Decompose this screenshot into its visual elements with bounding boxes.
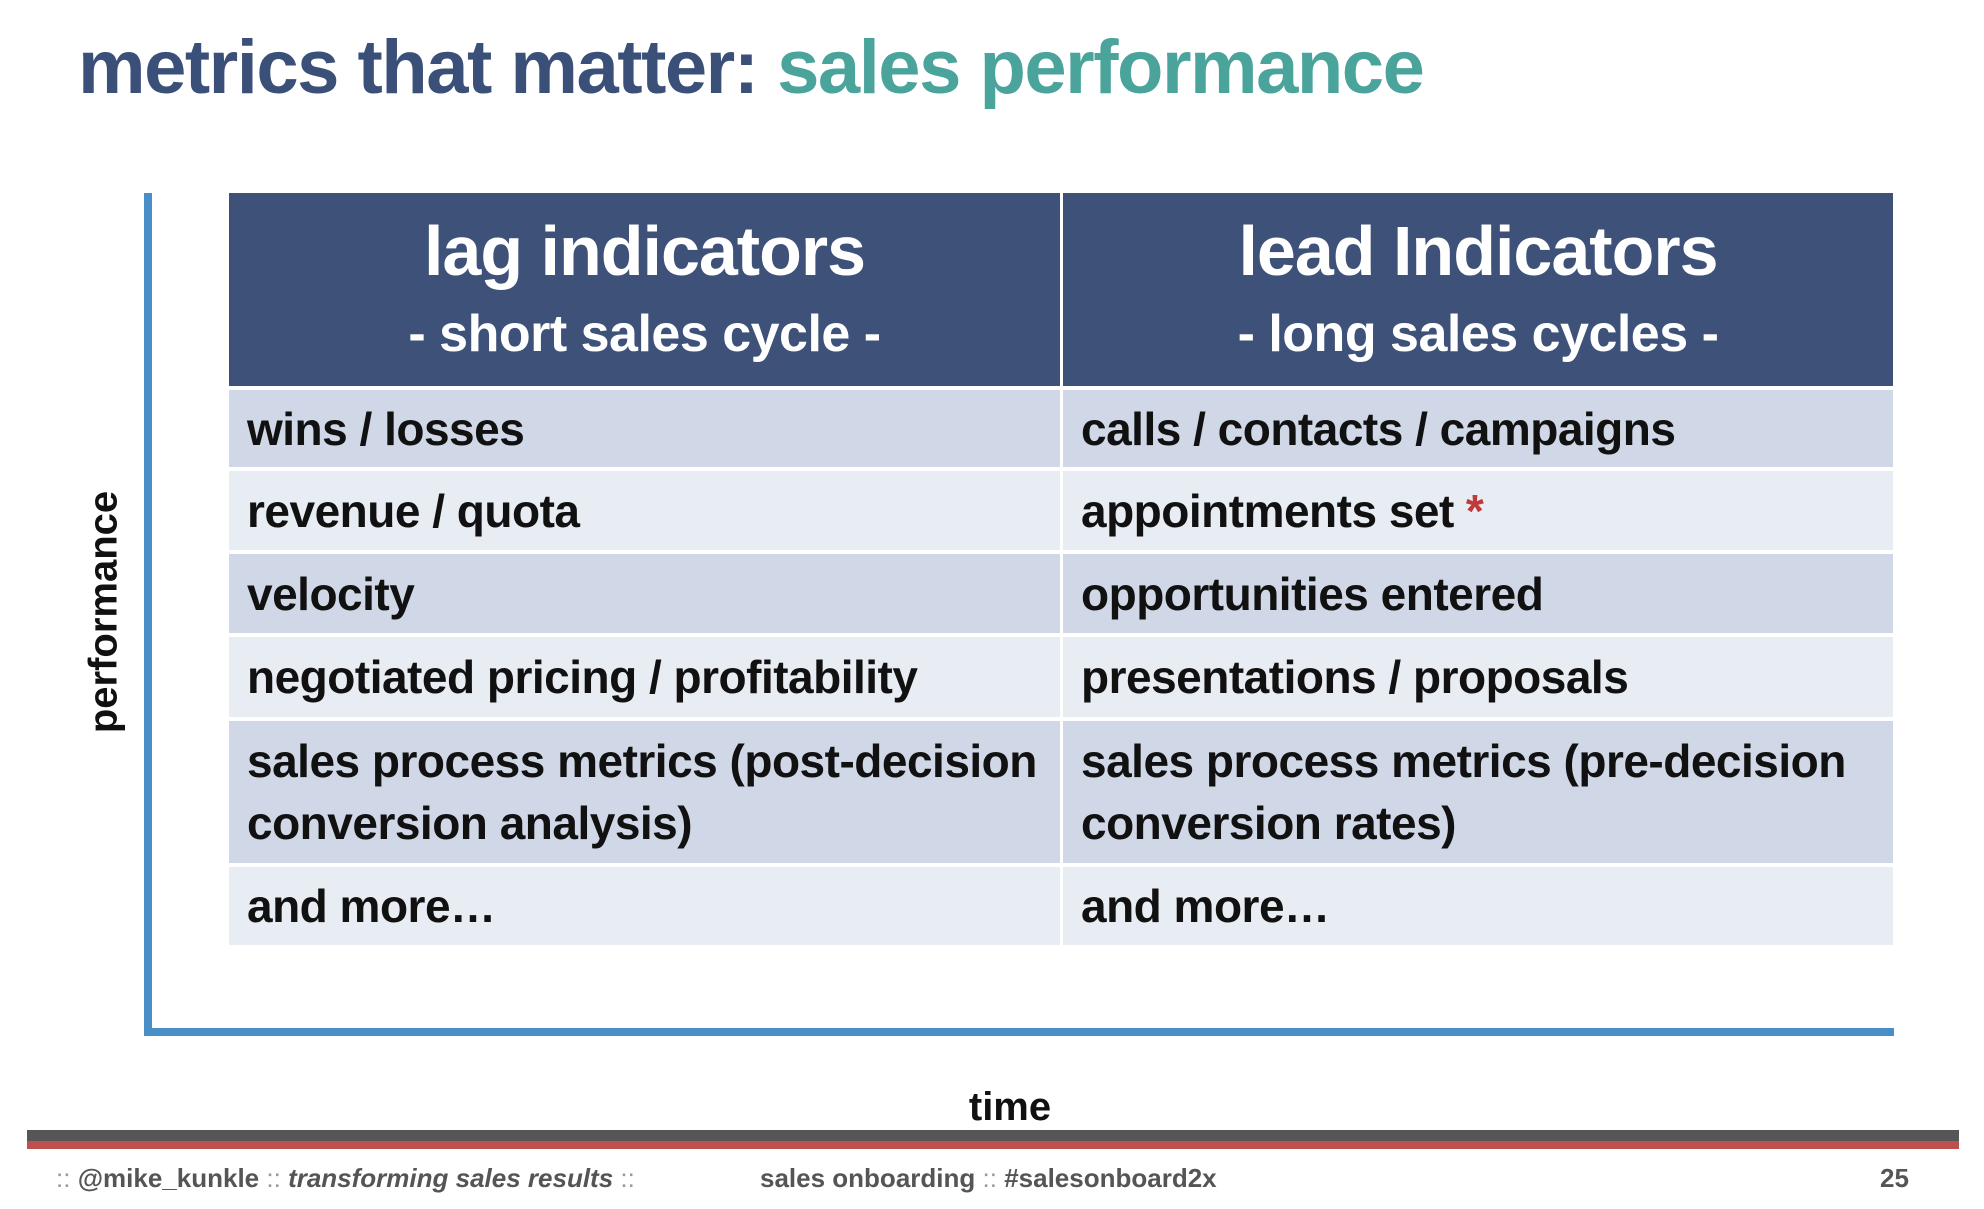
footer-divider-dark <box>27 1130 1959 1141</box>
cell-lead: sales process metrics (pre-decision conv… <box>1063 721 1893 863</box>
y-axis-label: performance <box>81 490 126 734</box>
cell-lag: and more… <box>229 867 1060 945</box>
header-subtitle: - short sales cycle - <box>408 304 881 363</box>
table-row: negotiated pricing / profitability prese… <box>229 637 1893 717</box>
footer-divider-red <box>27 1141 1959 1149</box>
header-title: lag indicators <box>423 211 866 290</box>
x-axis-label: time <box>968 1085 1052 1129</box>
footer-topic: sales onboarding <box>760 1163 976 1193</box>
table-row: revenue / quota appointments set * <box>229 471 1893 550</box>
cell-lead: and more… <box>1063 867 1893 945</box>
cell-lag: wins / losses <box>229 390 1060 467</box>
table-row: wins / losses calls / contacts / campaig… <box>229 390 1893 467</box>
title-accent: sales performance <box>777 25 1425 110</box>
footer-separator: :: <box>620 1163 635 1193</box>
cell-lead: presentations / proposals <box>1063 637 1893 717</box>
footer-left: :: @mike_kunkle :: transforming sales re… <box>56 1163 635 1194</box>
asterisk-icon: * <box>1465 484 1484 537</box>
table-row: sales process metrics (post-decision con… <box>229 721 1893 863</box>
header-lag: lag indicators - short sales cycle - <box>229 193 1060 386</box>
cell-lag: sales process metrics (post-decision con… <box>229 721 1060 863</box>
table-header: lag indicators - short sales cycle - lea… <box>229 193 1893 386</box>
footer-handle: @mike_kunkle <box>77 1163 260 1193</box>
footer-separator: :: <box>56 1163 71 1193</box>
header-subtitle: - long sales cycles - <box>1237 304 1719 363</box>
footer-hashtag: #salesonboard2x <box>1004 1163 1217 1193</box>
cell-lead: calls / contacts / campaigns <box>1063 390 1893 467</box>
footer-separator: :: <box>266 1163 281 1193</box>
header-title: lead Indicators <box>1238 211 1718 290</box>
y-axis-line <box>144 193 152 1036</box>
x-axis-line <box>144 1028 1894 1036</box>
indicators-table: lag indicators - short sales cycle - lea… <box>229 193 1893 945</box>
table-row: and more… and more… <box>229 867 1893 945</box>
cell-lead: opportunities entered <box>1063 554 1893 633</box>
cell-text: appointments set <box>1081 484 1454 537</box>
footer-separator: :: <box>982 1163 997 1193</box>
cell-lag: negotiated pricing / profitability <box>229 637 1060 717</box>
footer-center: sales onboarding :: #salesonboard2x <box>760 1163 1217 1194</box>
table-row: velocity opportunities entered <box>229 554 1893 633</box>
cell-lag: velocity <box>229 554 1060 633</box>
cell-lead: appointments set * <box>1063 471 1893 550</box>
footer-tagline: transforming sales results <box>288 1163 614 1193</box>
slide-title: metrics that matter: sales performance <box>78 18 1425 118</box>
header-lead: lead Indicators - long sales cycles - <box>1063 193 1893 386</box>
cell-lag: revenue / quota <box>229 471 1060 550</box>
page-number: 25 <box>1880 1163 1909 1193</box>
title-primary: metrics that matter: <box>78 25 778 110</box>
